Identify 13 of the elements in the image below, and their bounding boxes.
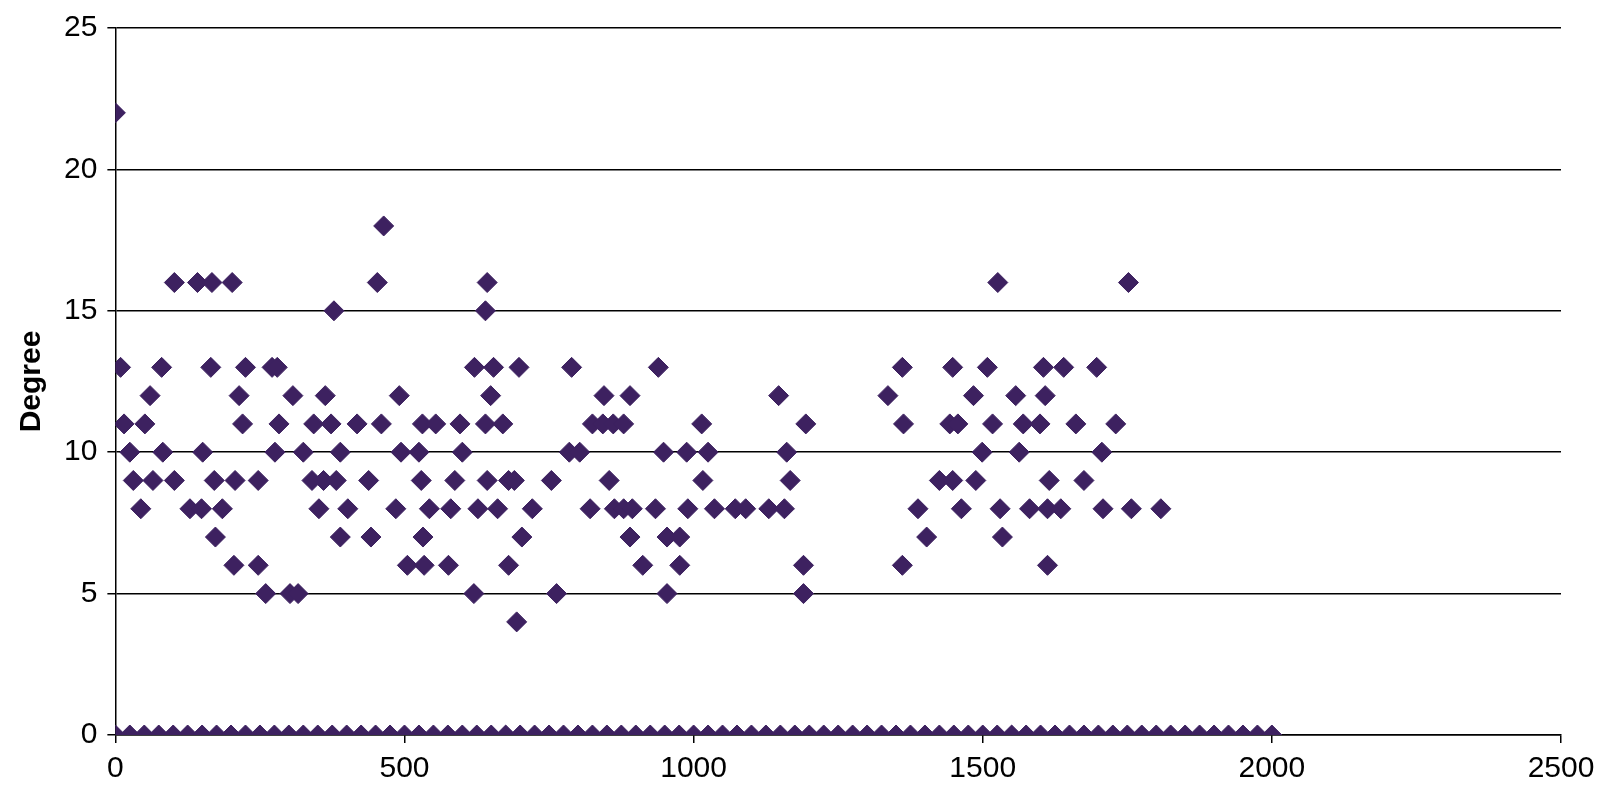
y-tick-label: 25 [63, 9, 98, 43]
x-tick-label: 1000 [660, 750, 727, 784]
y-tick-label: 0 [80, 716, 98, 750]
x-tick-label: 500 [379, 750, 430, 784]
x-tick-label: 0 [107, 750, 124, 784]
y-axis-title: Degree [13, 330, 47, 433]
y-tick-label: 5 [80, 574, 98, 608]
y-tick-label: 15 [63, 292, 98, 326]
x-tick-label: 2500 [1527, 750, 1595, 784]
x-tick-label: 1500 [949, 750, 1017, 784]
y-tick-label: 10 [63, 433, 98, 467]
y-tick-label: 20 [63, 150, 98, 184]
x-tick-label: 2000 [1238, 750, 1306, 784]
